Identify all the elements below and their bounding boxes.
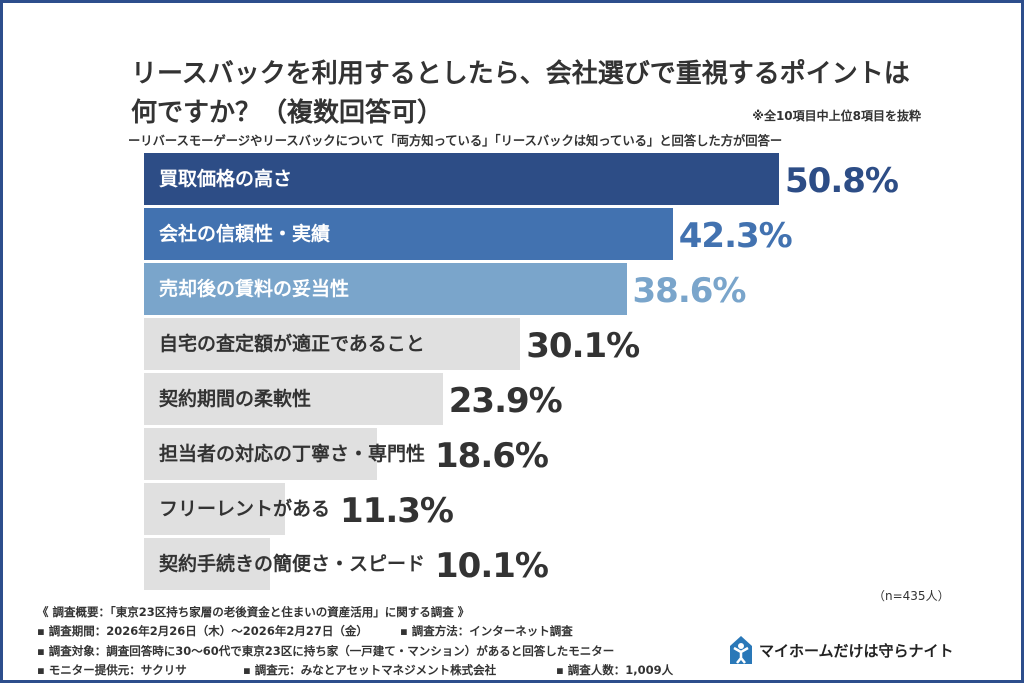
footer-method: ▪ 調査方法：インターネット調査 [400,624,573,638]
house-person-icon [730,636,752,664]
footer-overview: 《 調査概要：「東京23区持ち家層の老後資金と住まいの資産活用」に関する調査 》 [37,605,470,619]
value-label: 18.6% [435,436,549,476]
bar-label: フリーレントがある [159,498,331,520]
bar-label: 会社の信頼性・実績 [159,223,331,245]
chart-title-line1: リースバックを利用するとしたら、会社選びで重視するポイントは [131,59,910,89]
bar-label: 自宅の査定額が適正であること [159,333,425,355]
value-label: 50.8% [785,161,899,201]
value-label: 23.9% [448,381,563,421]
bar [144,373,443,425]
bar-label: 売却後の賃料の妥当性 [159,278,350,300]
bar [144,428,377,480]
value-label: 42.3% [678,216,793,256]
scope-note: ※全10項目中上位8項目を抜粋 [752,109,921,123]
bar-label: 契約手続きの簡便さ・スピード [159,553,426,575]
logo-text: マイホームだけは守らナイト [759,641,954,660]
bar [144,263,627,315]
value-label: 11.3% [340,491,454,531]
subtitle: ーリバースモーゲージやリースバックについて「両方知っている」「リースバックは知っ… [128,134,783,148]
chart-title-line2: 何ですか？（複数回答可） [131,98,444,128]
footer-count: ▪ 調査人数：1,009人 [556,663,674,677]
value-label: 30.1% [526,326,640,366]
bar [144,208,673,260]
footer-organizer: ▪ 調査元：みなとアセットマネジメント株式会社 [243,663,497,677]
bar [144,153,779,205]
footer-target: ▪ 調査対象：調査回答時に30～60代で東京23区に持ち家（一戸建て・マンション… [37,644,615,658]
value-label: 38.6% [632,271,747,311]
sample-size-note: （n=435人） [873,589,950,603]
bar [144,538,271,590]
bar [144,483,286,535]
bar-label: 買取価格の高さ [159,168,293,190]
brand-logo: マイホームだけは守らナイト [729,635,954,665]
footer-provider: ▪ モニター提供元：サクリサ [37,663,187,677]
value-label: 10.1% [435,546,549,586]
footer-period: ▪ 調査期間：2026年2月26日（木）～2026年2月27日（金） [37,624,368,638]
bar [144,318,521,370]
bar-label: 契約期間の柔軟性 [159,388,312,410]
bar-label: 担当者の対応の丁寧さ・専門性 [159,443,426,465]
